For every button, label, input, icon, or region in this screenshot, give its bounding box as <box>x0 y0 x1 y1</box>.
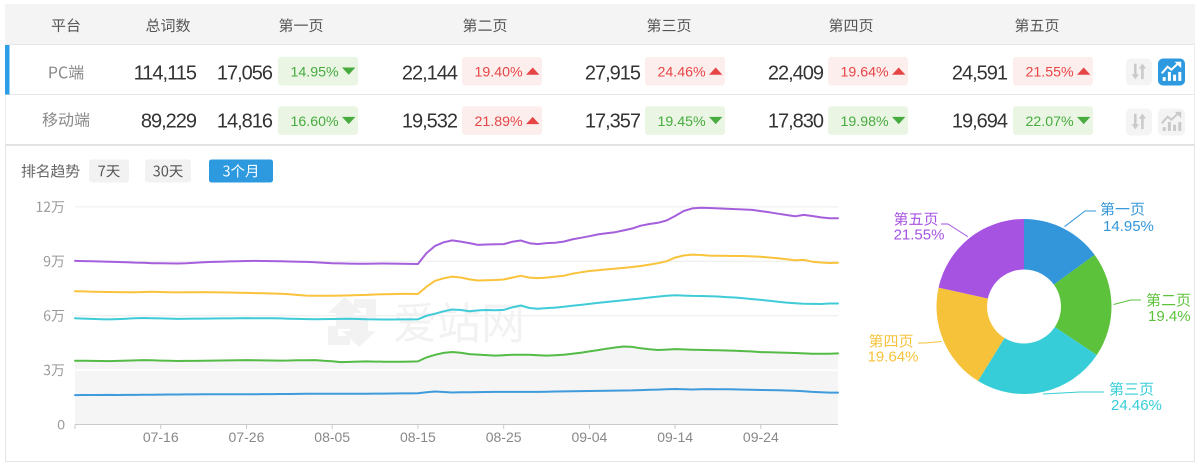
svg-text:19,532: 19,532 <box>402 110 458 132</box>
svg-text:07-16: 07-16 <box>143 429 179 445</box>
svg-text:19.40%: 19.40% <box>475 64 524 80</box>
svg-text:19.64%: 19.64% <box>868 349 919 366</box>
svg-text:19.64%: 19.64% <box>841 64 890 80</box>
svg-text:24.46%: 24.46% <box>658 64 707 80</box>
svg-text:14,816: 14,816 <box>217 110 273 132</box>
svg-text:89,229: 89,229 <box>141 110 197 132</box>
svg-text:19.98%: 19.98% <box>841 114 890 130</box>
svg-text:19.45%: 19.45% <box>658 114 707 130</box>
svg-text:09-24: 09-24 <box>743 429 779 445</box>
svg-text:09-14: 09-14 <box>657 429 693 445</box>
svg-text:08-25: 08-25 <box>486 429 522 445</box>
svg-text:17,056: 17,056 <box>217 63 273 85</box>
svg-text:07-26: 07-26 <box>229 429 265 445</box>
svg-text:17,830: 17,830 <box>768 110 824 132</box>
svg-text:19,694: 19,694 <box>952 110 1008 132</box>
svg-text:22,144: 22,144 <box>402 63 458 85</box>
svg-text:08-15: 08-15 <box>400 429 436 445</box>
svg-text:09-04: 09-04 <box>571 429 607 445</box>
svg-text:19.4%: 19.4% <box>1148 308 1191 325</box>
svg-text:21.89%: 21.89% <box>475 114 524 130</box>
svg-text:24,591: 24,591 <box>952 63 1008 85</box>
svg-text:0: 0 <box>57 417 65 433</box>
svg-text:27,915: 27,915 <box>585 63 641 85</box>
svg-text:17,357: 17,357 <box>585 110 641 132</box>
svg-text:16.60%: 16.60% <box>291 114 340 130</box>
svg-text:21.55%: 21.55% <box>894 227 945 244</box>
svg-text:14.95%: 14.95% <box>1103 218 1154 235</box>
svg-text:14.95%: 14.95% <box>291 64 340 80</box>
svg-text:08-05: 08-05 <box>314 429 350 445</box>
svg-text:22.07%: 22.07% <box>1026 114 1075 130</box>
svg-text:21.55%: 21.55% <box>1026 64 1075 80</box>
svg-text:114,115: 114,115 <box>134 63 197 85</box>
svg-text:24.46%: 24.46% <box>1111 397 1162 414</box>
svg-text:22,409: 22,409 <box>768 63 824 85</box>
